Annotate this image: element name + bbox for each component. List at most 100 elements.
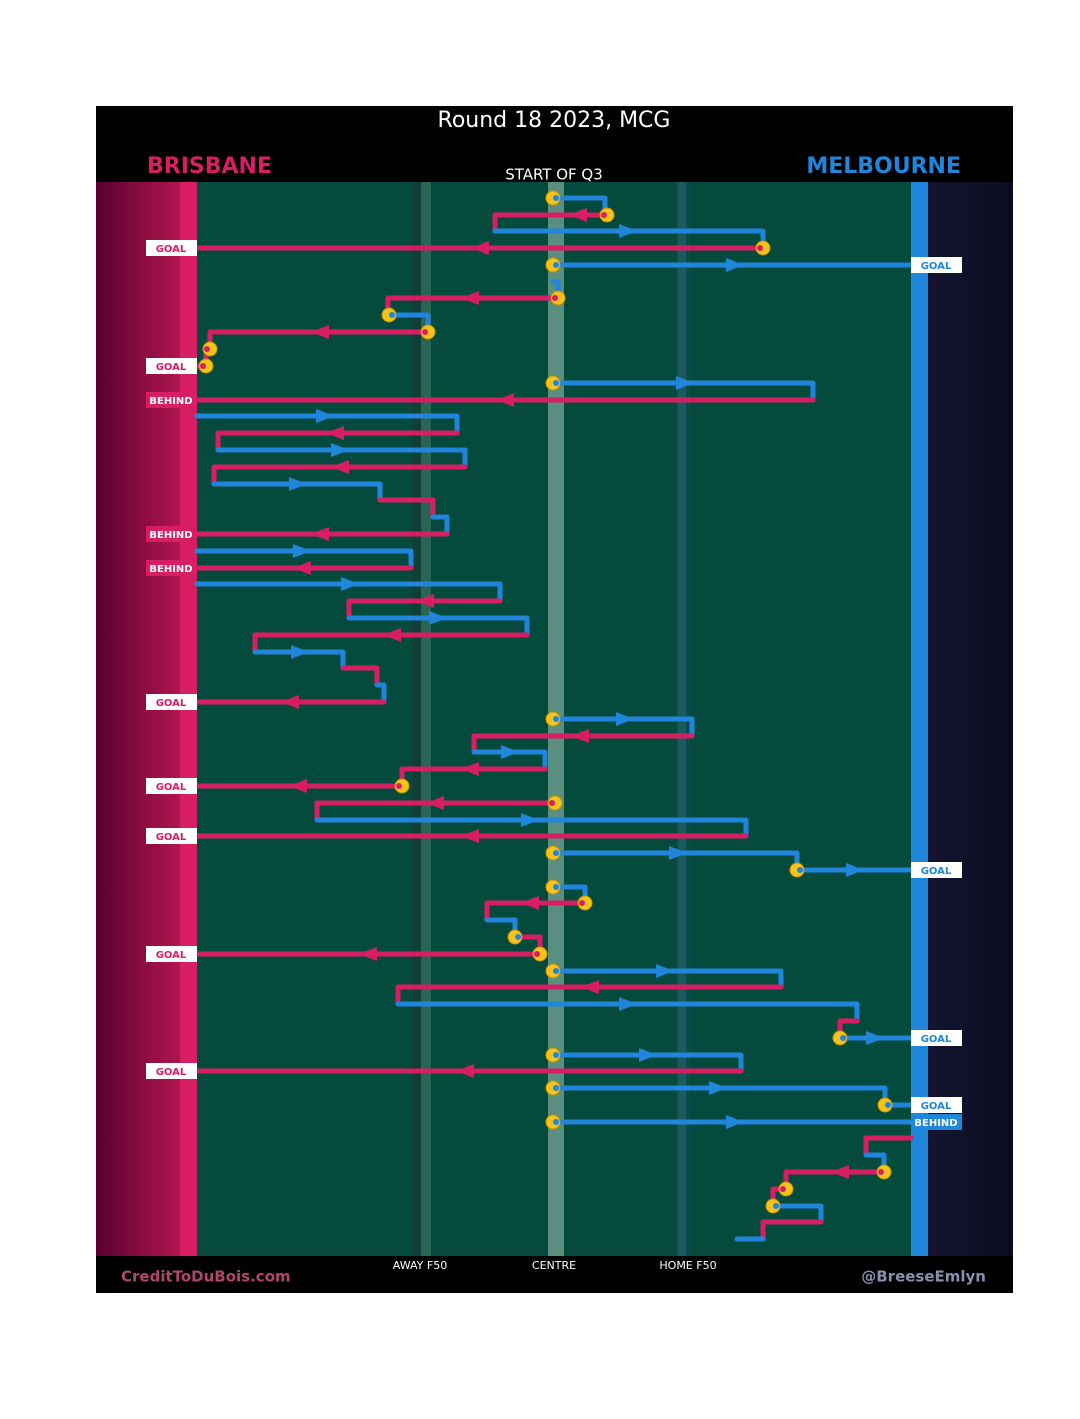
possession-chain	[346, 615, 530, 638]
direction-arrow	[569, 208, 587, 222]
turnover-dot	[549, 800, 555, 806]
away-team: MELBOURNE	[806, 154, 961, 179]
possession-chain	[314, 800, 558, 823]
result-label: GOAL	[156, 698, 187, 709]
turnover-dot	[204, 346, 210, 352]
result-box	[911, 862, 962, 878]
turnover-dot	[553, 968, 559, 974]
turnover-dot	[885, 1102, 891, 1108]
result-label: GOAL	[156, 244, 187, 255]
possession-chain	[430, 514, 450, 537]
result-label: GOAL	[156, 362, 187, 373]
result-box	[146, 240, 197, 256]
result-label: BEHIND	[149, 530, 192, 541]
result-label: GOAL	[156, 950, 187, 961]
direction-arrow	[429, 611, 447, 625]
turnover-dot	[553, 262, 559, 268]
direction-arrow	[581, 980, 599, 994]
lane-away-line	[421, 182, 431, 1256]
turnover-dot	[553, 195, 559, 201]
turnover-dot	[534, 951, 540, 957]
home-goal-line	[180, 182, 197, 1256]
result-box	[911, 257, 962, 273]
direction-arrow	[669, 846, 687, 860]
possession-chain	[211, 464, 468, 487]
lane-label: AWAY F50	[393, 1259, 447, 1272]
direction-arrow	[311, 527, 329, 541]
turnover-dot	[601, 212, 607, 218]
direction-arrow	[311, 325, 329, 339]
turnover-dot	[396, 783, 402, 789]
possession-chain	[395, 1001, 860, 1024]
direction-arrow	[496, 393, 514, 407]
direction-arrow	[616, 712, 634, 726]
result-label: BEHIND	[149, 396, 192, 407]
turnover-dot	[389, 312, 395, 318]
lane-label: CENTRE	[532, 1259, 576, 1272]
direction-arrow	[521, 813, 539, 827]
result-box	[911, 1030, 962, 1046]
home-team: BRISBANE	[147, 154, 272, 179]
turnover-dot	[780, 1186, 786, 1192]
possession-chain	[252, 632, 530, 655]
possession-chain	[194, 413, 460, 436]
turnover-dot	[553, 380, 559, 386]
direction-arrow	[331, 460, 349, 474]
turnover-dot	[422, 329, 428, 335]
title: Round 18 2023, MCG	[438, 108, 671, 133]
result-labels: GOAL GOAL BEHIND BEHIND BEHIND GOAL GOAL GOAL GO…	[146, 240, 962, 1130]
direction-arrow	[426, 796, 444, 810]
possession-chain	[770, 1203, 824, 1225]
lane-label: HOME F50	[659, 1259, 716, 1272]
direction-arrow	[461, 829, 479, 843]
possession-chain	[215, 430, 460, 453]
result-box	[146, 560, 197, 576]
possession-chain	[550, 716, 695, 739]
away-goal-line	[911, 182, 928, 1256]
direction-arrow	[461, 291, 479, 305]
turnover-dot	[878, 1169, 884, 1175]
possession-chain	[194, 548, 414, 571]
away-side	[928, 182, 1013, 1256]
result-label: GOAL	[921, 866, 952, 877]
turnover-dot	[553, 1119, 559, 1125]
direction-arrow	[461, 762, 479, 776]
possession-chain	[215, 447, 468, 470]
turnover-dot	[757, 245, 763, 251]
result-box	[146, 828, 197, 844]
possession-chain	[194, 581, 503, 604]
direction-arrow	[656, 964, 674, 978]
possession-chain	[471, 749, 548, 772]
direction-arrow	[331, 443, 349, 457]
direction-arrow	[676, 376, 694, 390]
direction-arrow	[639, 1048, 657, 1062]
result-label: BEHIND	[914, 1118, 957, 1129]
result-box	[146, 694, 197, 710]
possession-chain	[471, 733, 695, 755]
possession-chain	[395, 984, 784, 1007]
direction-arrow	[289, 779, 307, 793]
possession-chain	[314, 817, 749, 839]
turnover-dot	[552, 295, 558, 301]
possession-chain	[374, 682, 387, 705]
direction-arrow	[281, 695, 299, 709]
turnover-dot	[773, 1203, 779, 1209]
turnover-dot	[553, 1052, 559, 1058]
result-label: GOAL	[156, 782, 187, 793]
possession-chain	[211, 481, 383, 503]
turnover-dot	[200, 363, 206, 369]
result-label: GOAL	[156, 1067, 187, 1078]
result-label: GOAL	[921, 261, 952, 272]
direction-arrow	[326, 426, 344, 440]
direction-arrow	[709, 1081, 727, 1095]
direction-arrow	[866, 1031, 884, 1045]
result-label: GOAL	[921, 1101, 952, 1112]
result-label: GOAL	[156, 832, 187, 843]
credit: CreditToDuBois.com	[121, 1268, 291, 1286]
turnover-dot	[579, 900, 585, 906]
direction-arrow	[293, 544, 311, 558]
direction-arrow	[316, 409, 334, 423]
direction-arrow	[291, 645, 309, 659]
direction-arrow	[726, 258, 744, 272]
